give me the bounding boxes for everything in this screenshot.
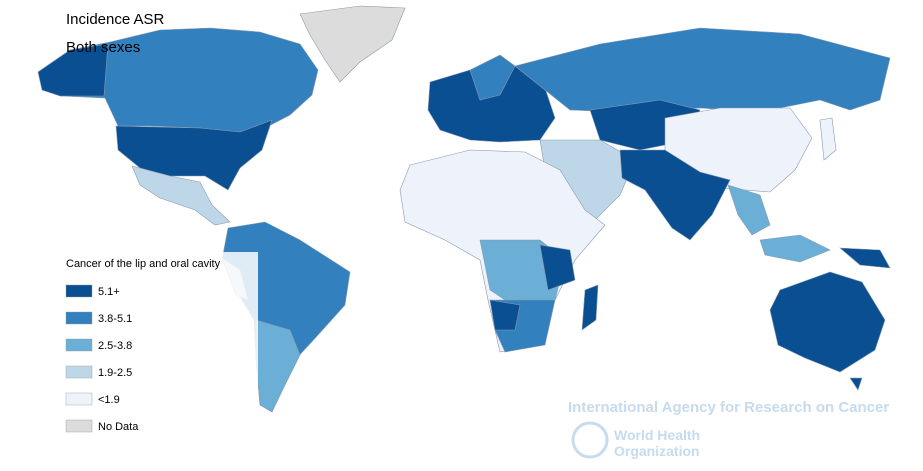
namibia [489, 299, 521, 331]
legend-title: Cancer of the lip and oral cavity [66, 258, 221, 270]
scandinavia [469, 54, 516, 101]
papua [839, 247, 891, 269]
alaska [37, 43, 109, 97]
usa [115, 119, 273, 191]
se-asia [727, 184, 771, 236]
map-title: Incidence ASR [66, 11, 165, 28]
south-asia [619, 149, 731, 241]
legend-label: 5.1+ [98, 286, 120, 298]
legend-swatch [65, 365, 93, 379]
australia [769, 271, 886, 373]
greenland [299, 5, 406, 83]
watermark: International Agency for Research on Can… [568, 399, 889, 459]
mexico [131, 165, 231, 226]
japan [819, 117, 837, 161]
legend-label: No Data [98, 421, 139, 433]
indonesia [759, 234, 831, 263]
legend-label: 3.8-5.1 [98, 313, 132, 325]
tasmania [849, 377, 863, 391]
canada [37, 27, 319, 133]
legend-swatch [65, 284, 93, 298]
legend-label: 2.5-3.8 [98, 340, 132, 352]
madagascar [581, 284, 599, 331]
legend: 5.1+ 3.8-5.1 2.5-3.8 1.9-2.5 <1.9 No Data [65, 284, 139, 433]
east-africa [539, 244, 576, 291]
legend-label: 1.9-2.5 [98, 367, 132, 379]
legend-label: <1.9 [98, 394, 120, 406]
who-emblem [571, 421, 609, 459]
legend-swatch [65, 392, 93, 406]
map-subtitle: Both sexes [66, 39, 140, 56]
watermark-agency: International Agency for Research on Can… [568, 399, 889, 416]
world-map [37, 5, 891, 413]
legend-swatch [65, 338, 93, 352]
russia [514, 27, 891, 113]
legend-swatch [65, 311, 93, 325]
legend-swatch [65, 419, 93, 433]
watermark-who-2: Organization [614, 443, 700, 459]
watermark-who-1: World Health [614, 427, 700, 443]
